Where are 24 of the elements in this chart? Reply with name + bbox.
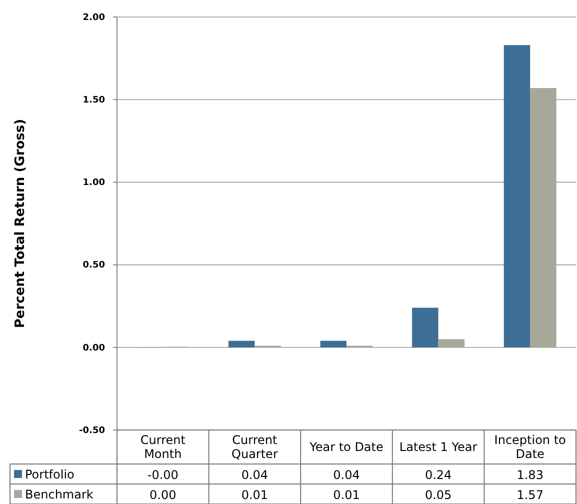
legend-label: Benchmark <box>25 488 94 502</box>
data-label: -0.00 <box>147 468 178 482</box>
y-tick-label: -0.50 <box>79 426 105 436</box>
data-label: 1.57 <box>516 488 544 502</box>
data-label: 0.05 <box>424 488 452 502</box>
data-label: 0.24 <box>424 468 452 482</box>
y-tick-label: 1.50 <box>82 95 105 106</box>
y-tick-label: 1.00 <box>82 178 105 188</box>
data-label: 0.01 <box>333 488 360 502</box>
data-label: 0.04 <box>241 468 268 482</box>
y-tick-label: 0.50 <box>82 260 105 271</box>
x-tick-label: Latest 1 Year <box>399 440 478 454</box>
data-label: 0.00 <box>150 488 176 502</box>
data-label: 1.83 <box>516 468 544 482</box>
y-tick-label: 2.00 <box>82 12 105 23</box>
x-tick-label: Current Month <box>140 433 186 461</box>
data-label: 0.04 <box>333 468 360 482</box>
x-tick-label: Inception to Date <box>494 433 566 461</box>
data-label: 0.01 <box>241 488 268 502</box>
legend-label: Portfolio <box>25 468 74 482</box>
x-tick-label: Current Quarter <box>232 433 278 461</box>
y-tick-label: 0.00 <box>82 343 105 354</box>
x-tick-label: Year to Date <box>308 440 384 454</box>
y-axis-title: Percent Total Return (Gross) <box>13 118 28 328</box>
